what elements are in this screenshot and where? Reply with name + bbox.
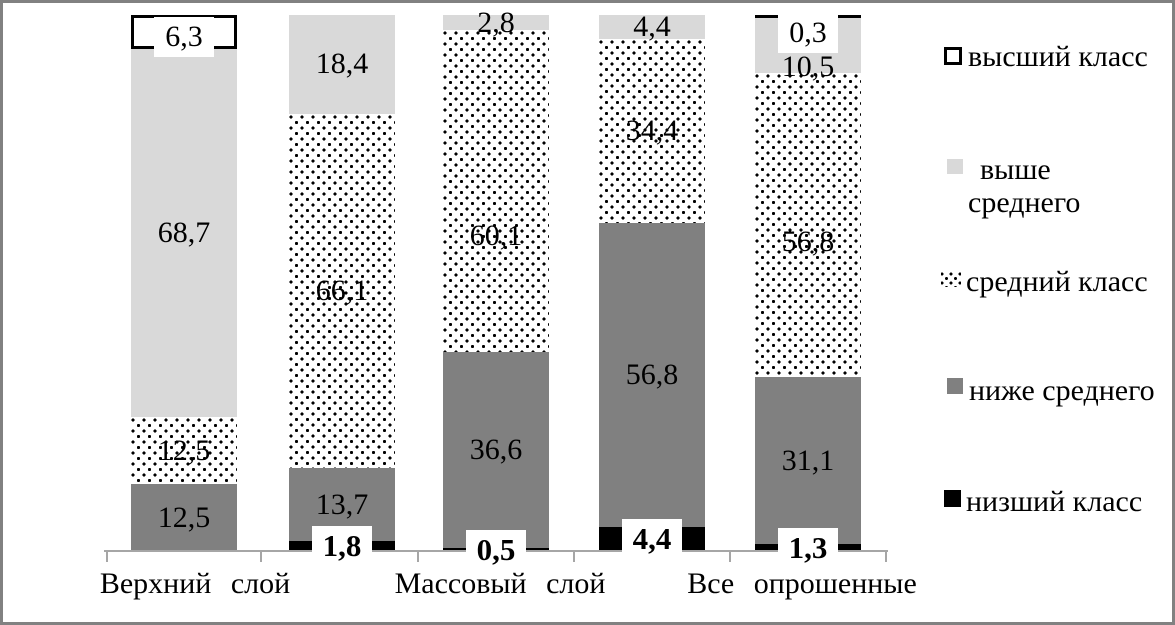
bar-5-data-label-3: 10,5 [781,49,835,83]
bar-5-data-label-0: 1,3 [778,527,838,568]
bar-2-segment-2 [289,113,395,468]
bar-1-segment-2 [131,417,237,484]
bar-1-segment-1 [131,484,237,551]
bar-4-data-label-3: 4,4 [633,9,671,43]
legend-swatch-above-average-icon [947,159,963,174]
bar-3-data-label-3: 2,8 [477,5,515,39]
bar-1-data-label-1: 12,5 [157,500,211,534]
x-axis-tick [729,550,731,562]
bar-4-data-label-1: 56,8 [625,358,679,392]
legend-label-highest-class: высший класс [968,40,1148,73]
legend-label-above-average-line1: выше [980,153,1051,186]
legend-label-below-average: ниже среднего [969,374,1155,407]
legend-swatch-middle-class-icon [941,272,961,287]
x-axis-label-all-respondents: Все опрошенные [687,567,917,600]
x-axis-tick [417,550,419,562]
x-axis-label-mass-layer: Массовый слой [394,567,606,600]
bar-5-data-label-1: 31,1 [781,443,835,477]
bar-4-data-label-2: 34,4 [625,113,679,147]
legend-label-middle-class: средний класс [966,265,1148,298]
bar-5-segment-2 [755,72,861,378]
bar-5-data-label-2: 56,8 [781,225,835,259]
bar-1-segment-3 [131,48,237,417]
bar-1-data-label-4: 6,3 [154,17,214,57]
bar-5-segment-1 [755,377,861,545]
bar-2-data-label-1: 13,7 [315,487,369,521]
bar-2-data-label-2: 66,1 [315,273,369,307]
x-axis-tick [106,550,108,562]
bar-3-segment-2 [443,30,549,353]
legend-label-above-average: выше среднего [968,153,1080,219]
bar-5-data-label-4: 0,3 [778,13,838,53]
bar-3-data-label-2: 60,1 [469,219,523,253]
bar-4-data-label-0: 4,4 [622,519,682,560]
bar-2-segment-3 [289,15,395,114]
bar-3-data-label-1: 36,6 [469,433,523,467]
bar-2-data-label-0: 1,8 [312,526,372,567]
legend-label-lowest-class: низший класс [966,485,1143,518]
legend-swatch-below-average-icon [947,378,963,394]
legend-label-above-average-line2: среднего [968,186,1081,219]
bar-3-data-label-0: 0,5 [466,529,526,570]
x-axis-tick [573,550,575,562]
bar-3-segment-3 [443,15,549,30]
legend-swatch-lowest-class-icon [944,490,961,507]
bar-1-data-label-2: 12,5 [157,433,211,467]
x-axis-tick [260,550,262,562]
x-axis-label-upper-layer: Верхний слой [99,567,291,600]
bar-1-data-label-3: 68,7 [157,215,211,249]
bar-2-data-label-3: 18,4 [315,47,369,81]
bar-4-segment-1 [599,222,705,528]
legend-swatch-highest-class-icon [944,47,962,65]
bar-4-segment-3 [599,15,705,39]
x-axis-tick [885,550,887,562]
bar-4-segment-2 [599,38,705,223]
bar-3-segment-1 [443,352,549,549]
